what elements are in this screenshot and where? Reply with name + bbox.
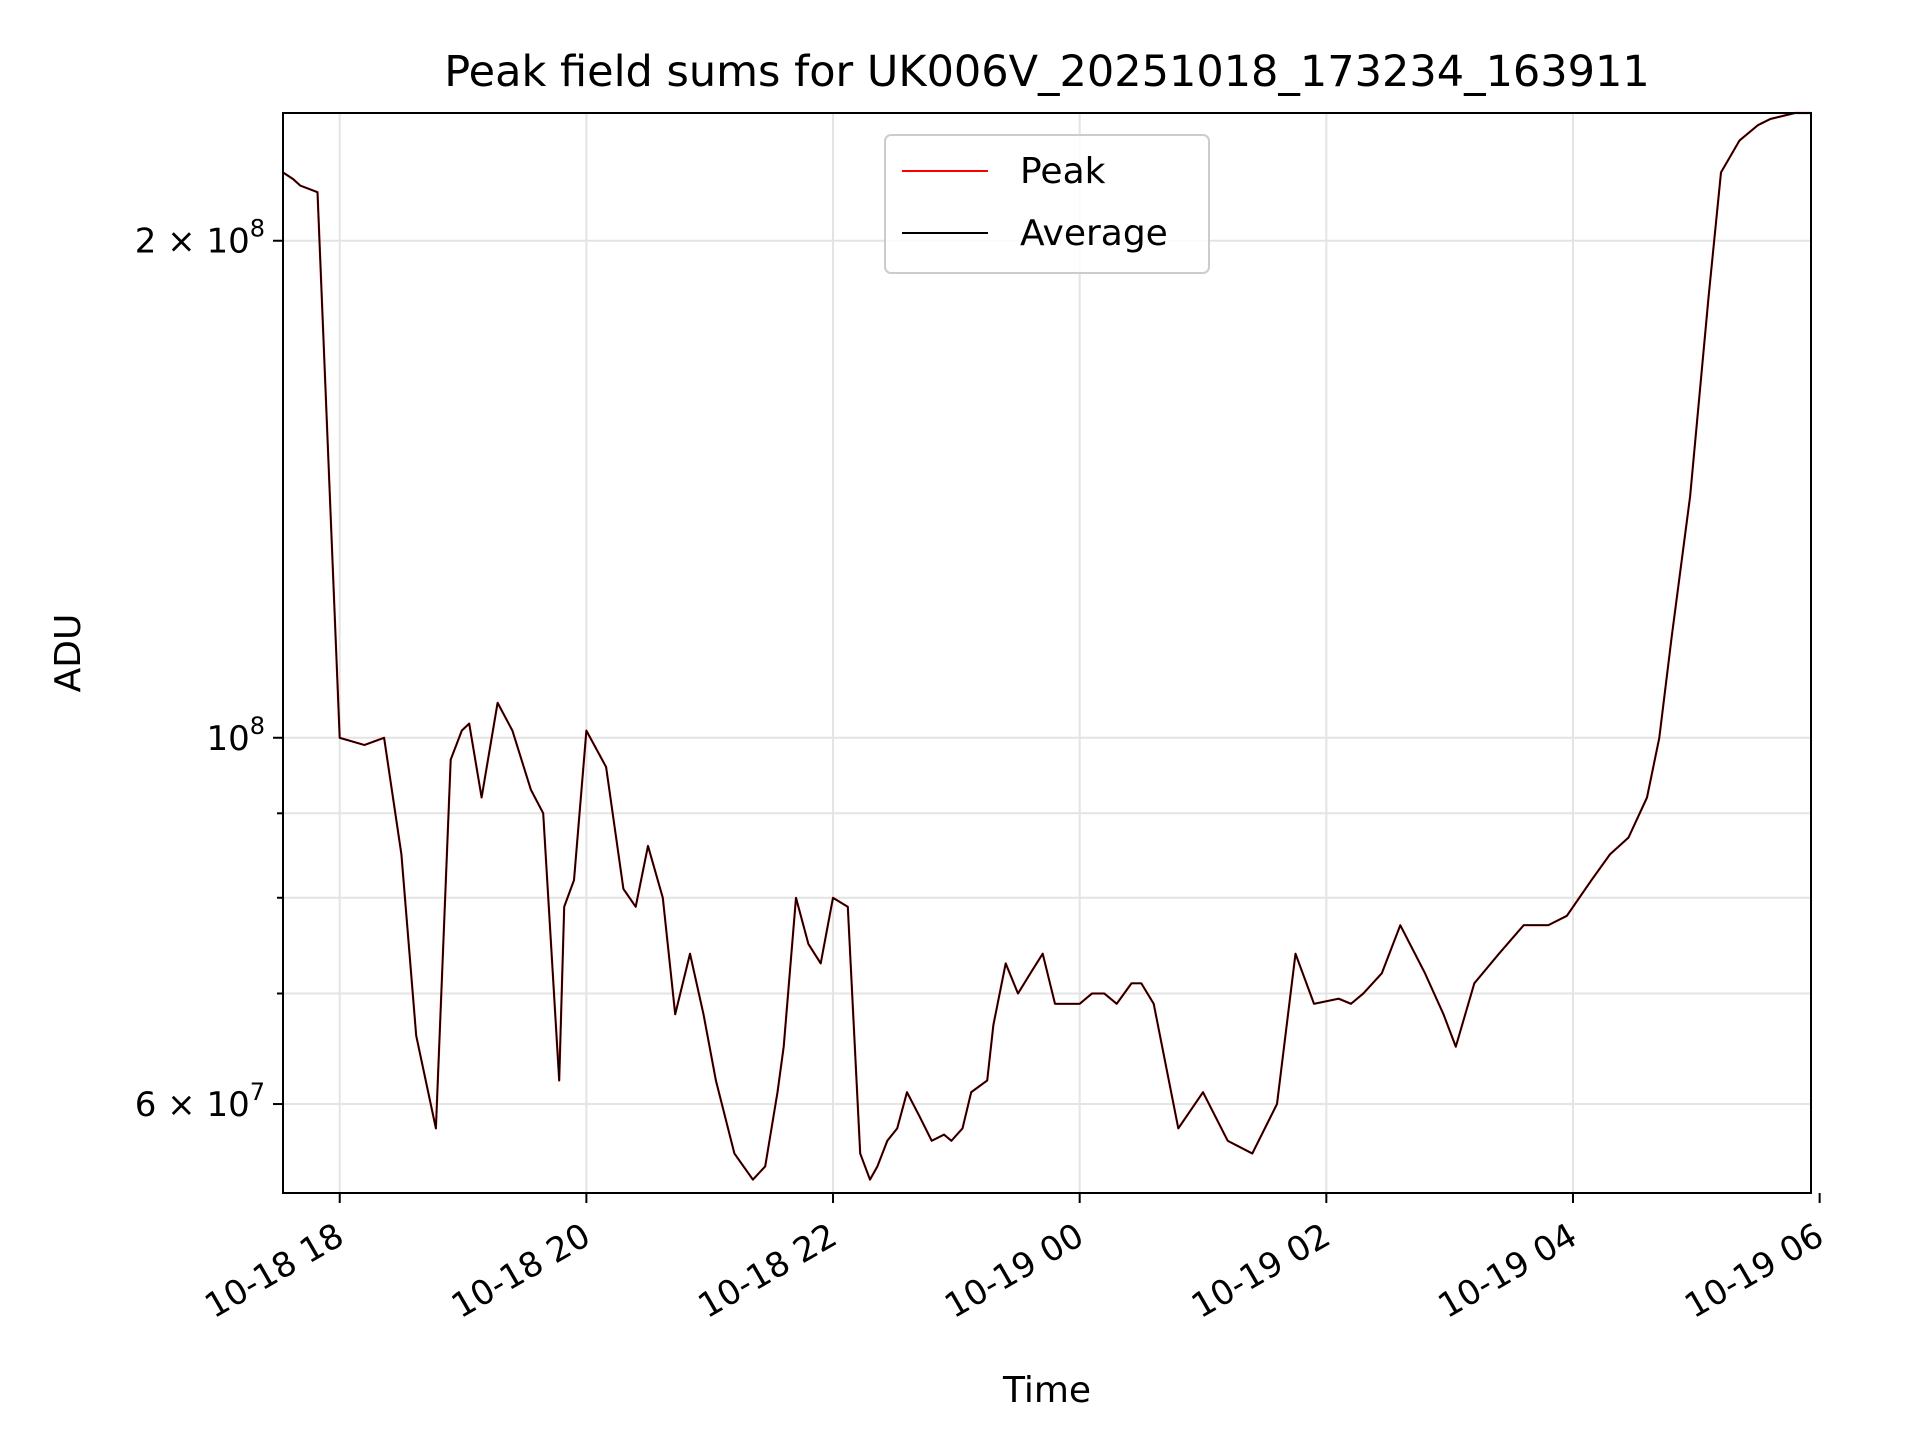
legend: Peak Average [884, 134, 1210, 274]
y-tick-label: 6 × 107 [135, 1078, 265, 1125]
legend-peak-label: Peak [1020, 151, 1106, 192]
series-lines [282, 111, 1811, 1181]
legend-box [884, 134, 1210, 274]
grid [283, 113, 1811, 1193]
x-axis-label: Time [1002, 1370, 1091, 1411]
y-tick-label: 108 [206, 712, 265, 759]
plot-frame [282, 112, 1812, 1194]
chart-title: Peak field sums for UK006V_20251018_1732… [444, 47, 1649, 97]
y-axis-ticks: 6 × 107 108 2 × 108 [135, 215, 283, 1125]
y-tick-label: 2 × 108 [135, 215, 265, 262]
series-line-average [282, 112, 1811, 1181]
legend-average-label: Average [1020, 213, 1168, 254]
y-axis-label: ADU [48, 614, 89, 693]
